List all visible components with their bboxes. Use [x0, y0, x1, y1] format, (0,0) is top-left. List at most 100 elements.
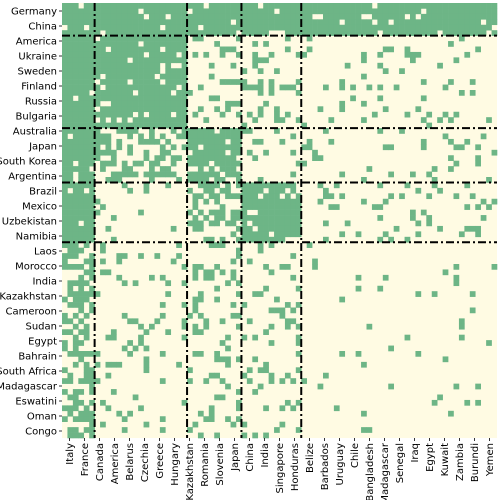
heatmap-cell	[138, 57, 144, 64]
heatmap-cell	[72, 138, 79, 145]
heatmap-cell	[420, 3, 427, 9]
heatmap-cell	[279, 204, 286, 210]
heatmap-cell	[225, 416, 231, 422]
heatmap-cell	[154, 117, 161, 123]
heatmap-cell	[72, 198, 79, 205]
heatmap-cell	[62, 378, 68, 384]
heatmap-cell	[72, 46, 79, 53]
heatmap-cell	[410, 3, 416, 9]
heatmap-cell	[290, 307, 297, 314]
heatmap-cell	[448, 138, 454, 145]
heatmap-cell	[388, 8, 394, 15]
heatmap-cell	[127, 100, 133, 107]
heatmap-cell	[453, 280, 460, 287]
heatmap-cell	[94, 62, 101, 69]
heatmap-cell	[110, 361, 117, 368]
heatmap-cell	[181, 19, 188, 26]
heatmap-cell	[203, 24, 210, 31]
heatmap-cell	[208, 193, 215, 200]
heatmap-cell	[78, 117, 85, 123]
heatmap-cell	[399, 8, 405, 15]
heatmap-cell	[404, 3, 411, 9]
heatmap-cell	[257, 198, 264, 205]
heatmap-cell	[62, 117, 68, 123]
heatmap-cell	[94, 84, 101, 91]
heatmap-cell	[176, 106, 182, 113]
heatmap-cell	[192, 177, 199, 183]
heatmap-cell	[105, 405, 112, 412]
heatmap-cell	[263, 19, 269, 26]
heatmap-cell	[78, 8, 85, 15]
heatmap-cell	[170, 117, 177, 123]
heatmap-cell	[230, 160, 237, 167]
heatmap-cell	[78, 106, 85, 113]
x-tick-label: Yemen	[485, 443, 496, 477]
heatmap-cell	[62, 258, 68, 265]
heatmap-cell	[62, 220, 68, 227]
heatmap-cell	[105, 8, 112, 15]
heatmap-cell	[377, 24, 384, 31]
heatmap-cell	[83, 280, 90, 287]
heatmap-cell	[105, 149, 112, 156]
heatmap-cell	[252, 8, 259, 15]
heatmap-cell	[159, 106, 166, 113]
heatmap-cell	[252, 215, 259, 221]
heatmap-cell	[284, 215, 291, 221]
heatmap-cell	[78, 62, 85, 69]
heatmap-cell	[78, 410, 85, 417]
heatmap-cell	[62, 111, 68, 118]
heatmap-cell	[176, 8, 182, 15]
heatmap-cell	[257, 68, 264, 74]
heatmap-cell	[219, 209, 226, 216]
heatmap-cell	[110, 334, 117, 341]
heatmap-cell	[301, 122, 307, 129]
heatmap-cell	[469, 90, 476, 96]
heatmap-cell	[344, 220, 351, 227]
heatmap-cell	[116, 13, 123, 20]
heatmap-cell	[62, 253, 68, 259]
heatmap-cell	[83, 3, 90, 9]
heatmap-cell	[339, 84, 346, 91]
heatmap-cell	[159, 117, 166, 123]
heatmap-cell	[187, 128, 193, 134]
heatmap-cell	[143, 138, 150, 145]
heatmap-cell	[78, 73, 85, 80]
heatmap-cell	[78, 100, 85, 107]
heatmap-cell	[94, 13, 101, 20]
heatmap-cell	[230, 79, 237, 85]
heatmap-cell	[295, 285, 302, 292]
heatmap-cell	[263, 41, 269, 47]
heatmap-cell	[110, 389, 117, 395]
heatmap-cell	[317, 182, 324, 189]
heatmap-cell	[138, 209, 144, 216]
heatmap-cell	[219, 3, 226, 9]
heatmap-cell	[203, 269, 210, 276]
heatmap-cell	[72, 149, 79, 156]
heatmap-cell	[192, 274, 199, 281]
heatmap-cell	[203, 182, 210, 189]
heatmap-cell	[154, 79, 161, 85]
heatmap-cell	[89, 41, 95, 47]
heatmap-cell	[165, 182, 172, 189]
heatmap-cell	[105, 144, 112, 151]
heatmap-cell	[72, 57, 79, 64]
heatmap-cell	[241, 225, 248, 232]
heatmap-cell	[426, 30, 433, 36]
heatmap-cell	[219, 111, 226, 118]
heatmap-cell	[89, 13, 95, 20]
heatmap-cell	[138, 30, 144, 36]
heatmap-cell	[323, 220, 329, 227]
heatmap-cell	[437, 13, 443, 20]
heatmap-cell	[83, 51, 90, 58]
heatmap-cell	[263, 432, 269, 439]
heatmap-cell	[295, 79, 302, 85]
heatmap-cell	[159, 30, 166, 36]
heatmap-cell	[78, 215, 85, 221]
heatmap-cell	[72, 334, 79, 341]
heatmap-cell	[67, 253, 74, 259]
heatmap-cell	[246, 128, 253, 134]
y-tick-label: Cameroon	[6, 307, 57, 318]
heatmap-cell	[208, 30, 215, 36]
heatmap-cell	[491, 30, 498, 36]
heatmap-cell	[377, 19, 384, 26]
